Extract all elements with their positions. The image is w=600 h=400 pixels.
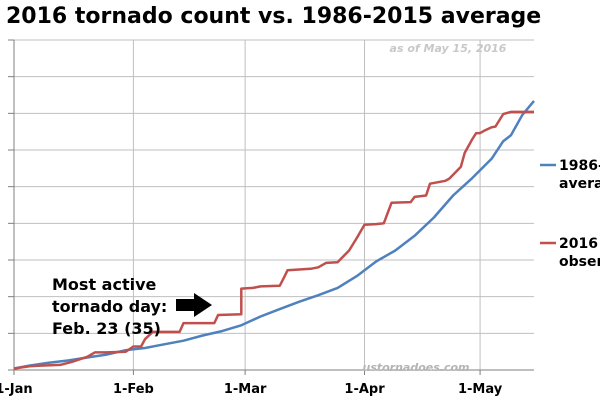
x-tick-label: 1-Apr [344, 382, 385, 397]
as-of-date-label: as of May 15, 2016 [390, 42, 507, 55]
callout-text: Most active [52, 275, 157, 294]
legend-label: 1986- [559, 158, 600, 174]
series-line-average [13, 100, 535, 370]
series-line-observed [13, 110, 534, 370]
callout-text: tornado day: [52, 297, 167, 316]
callout-text: Feb. 23 (35) [52, 319, 161, 338]
callout-arrow-icon [176, 293, 212, 317]
x-tick-label: 1-Feb [113, 382, 154, 397]
legend-label: obser [559, 254, 600, 270]
x-tick-label: 1-May [458, 382, 503, 397]
legend-label: 2016 [559, 236, 598, 252]
source-label: ustornadoes.com [362, 361, 469, 374]
chart-title: 2016 tornado count vs. 1986-2015 average [6, 4, 542, 29]
x-tick-label: 1-Jan [0, 382, 33, 397]
x-tick-label: 1-Mar [224, 382, 267, 397]
legend-label: avera [559, 176, 600, 192]
